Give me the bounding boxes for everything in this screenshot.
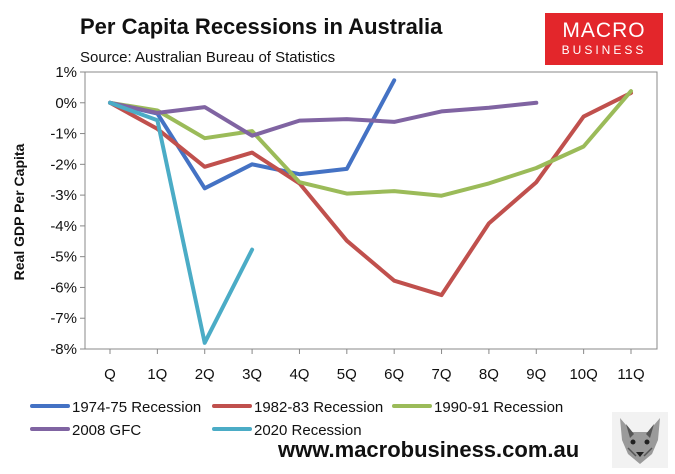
x-tick-label: 7Q: [432, 366, 452, 383]
legend-label-2020-recession: 2020 Recession: [254, 422, 362, 439]
macrobusiness-logo: MACRO BUSINESS: [545, 13, 663, 65]
x-tick-label: 1Q: [147, 366, 167, 383]
series-line-1982-83-recession: [108, 90, 633, 298]
y-axis-label: Real GDP Per Capita: [11, 143, 27, 280]
series-line-2020-recession: [108, 100, 255, 345]
website-url: www.macrobusiness.com.au: [278, 437, 580, 462]
chart-subtitle: Source: Australian Bureau of Statistics: [80, 49, 336, 66]
y-tick-label: 0%: [55, 95, 77, 112]
x-tick-label: Q: [104, 366, 116, 383]
y-tick-label: -8%: [50, 341, 77, 358]
plot-area: [84, 71, 658, 350]
x-tick-label: 6Q: [384, 366, 404, 383]
y-tick-label: -5%: [50, 249, 77, 266]
legend-label-1990-91-recession: 1990-91 Recession: [434, 399, 563, 416]
legend-label-1982-83-recession: 1982-83 Recession: [254, 399, 383, 416]
y-tick-label: -1%: [50, 126, 77, 143]
chart-title: Per Capita Recessions in Australia: [80, 14, 443, 39]
x-tick-label: 4Q: [289, 366, 309, 383]
x-tick-label: 10Q: [569, 366, 597, 383]
y-tick-label: -7%: [50, 310, 77, 327]
x-tick-label: 3Q: [242, 366, 262, 383]
x-tick-label: 5Q: [337, 366, 357, 383]
logo-line-1: MACRO: [562, 19, 646, 42]
legend-label-2008-gfc: 2008 GFC: [72, 422, 141, 439]
wolf-logo-icon: [612, 412, 668, 468]
y-tick-label: 1%: [55, 64, 77, 81]
x-tick-label: 11Q: [617, 366, 644, 383]
series-line-2008-gfc: [108, 100, 539, 138]
x-tick-label: 8Q: [479, 366, 499, 383]
y-tick-label: -6%: [50, 279, 77, 296]
x-tick-label: 2Q: [195, 366, 215, 383]
y-tick-label: -2%: [50, 156, 77, 173]
series-line-1990-91-recession: [108, 89, 633, 198]
legend-label-1974-75-recession: 1974-75 Recession: [72, 399, 201, 416]
y-tick-label: -4%: [50, 218, 77, 235]
logo-line-2: BUSINESS: [561, 43, 647, 57]
x-tick-label: 9Q: [526, 366, 546, 383]
y-tick-label: -3%: [50, 187, 77, 204]
